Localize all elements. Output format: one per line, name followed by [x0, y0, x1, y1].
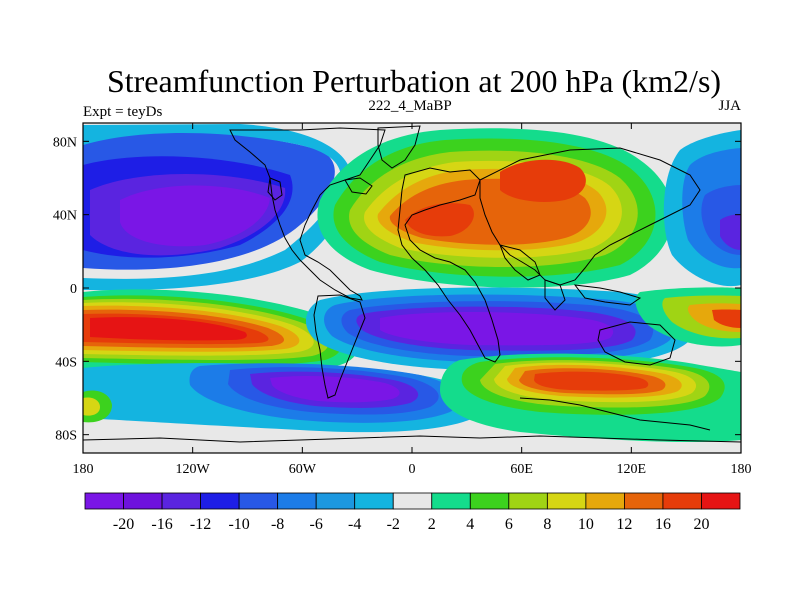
colorbar-label: -2	[387, 516, 400, 533]
chart-title: Streamfunction Perturbation at 200 hPa (…	[107, 63, 721, 99]
colorbar-label: 12	[616, 516, 632, 533]
positive-cell-eurasia	[317, 128, 673, 288]
lat-tick-label: 40S	[55, 355, 77, 370]
colorbar-swatch	[624, 492, 664, 510]
colorbar-label: -12	[190, 516, 211, 533]
colorbar-label: 8	[543, 516, 551, 533]
positive-blob-sw-core	[83, 397, 100, 416]
latitude-axis: 80N 40N 0 40S 80S	[53, 135, 741, 444]
negative-cell-south-atlantic-indian	[305, 287, 693, 371]
colorbar-swatch	[315, 492, 356, 510]
season-label: JJA	[718, 98, 741, 114]
colorbar-swatch	[546, 492, 587, 510]
colorbar-label: -20	[113, 516, 134, 533]
case-label: 222_4_MaBP	[368, 98, 451, 114]
lon-tick-label: 120E	[617, 462, 647, 477]
colorbar-swatch	[200, 492, 240, 510]
colorbar-swatch	[508, 492, 548, 510]
coastlines	[83, 125, 741, 443]
colorbar-swatch	[469, 492, 510, 510]
lat-tick-label: 0	[70, 282, 77, 297]
colorbar-label: -6	[310, 516, 323, 533]
colorbar-label: -16	[151, 516, 172, 533]
colorbar-swatch	[277, 492, 317, 510]
colorbar-label: 16	[655, 516, 671, 533]
colorbar-swatch	[392, 492, 433, 510]
positive-cell-south-pacific	[83, 289, 358, 372]
colorbar-swatch	[585, 492, 625, 510]
colorbar-swatch	[662, 492, 702, 510]
lon-tick-label: 60E	[510, 462, 533, 477]
colorbar-label: -4	[348, 516, 361, 533]
colorbar-label: 6	[505, 516, 513, 533]
positive-cell-south-east	[635, 287, 741, 347]
colorbar-label: -10	[228, 516, 249, 533]
colorbar-swatch	[431, 492, 471, 510]
lon-tick-label: 120W	[176, 462, 211, 477]
colorbar-swatch	[123, 492, 163, 510]
colorbar: -20 -16 -12 -10 -8 -6 -4 -2 2 4 6 8 10 12 16 20	[84, 492, 741, 533]
lat-tick-label: 40N	[53, 209, 77, 224]
lon-tick-label: 180	[731, 462, 752, 477]
colorbar-label: -8	[271, 516, 284, 533]
colorbar-swatch	[161, 492, 201, 510]
colorbar-swatch	[84, 492, 124, 510]
lon-tick-label: 0	[409, 462, 416, 477]
longitude-axis: 180 120W 60W 0 60E 120E 180	[73, 123, 752, 477]
colorbar-label: 2	[428, 516, 436, 533]
colorbar-label: 4	[466, 516, 474, 533]
positive-cell-southern-lower	[440, 353, 741, 443]
lon-tick-label: 180	[73, 462, 94, 477]
lon-tick-label: 60W	[289, 462, 317, 477]
negative-cell-north-pacific	[83, 131, 335, 270]
negative-cell-southern-ocean	[83, 363, 486, 433]
colorbar-swatch	[354, 492, 394, 510]
colorbar-swatch	[238, 492, 279, 510]
lat-tick-label: 80N	[53, 135, 77, 150]
lat-tick-label: 80S	[55, 429, 77, 444]
negative-cell-north-east	[663, 130, 741, 287]
colorbar-label: 10	[578, 516, 594, 533]
colorbar-swatch	[701, 492, 741, 510]
map-field	[83, 123, 741, 453]
colorbar-label: 20	[693, 516, 709, 533]
experiment-label: Expt = teyDs	[83, 104, 162, 120]
